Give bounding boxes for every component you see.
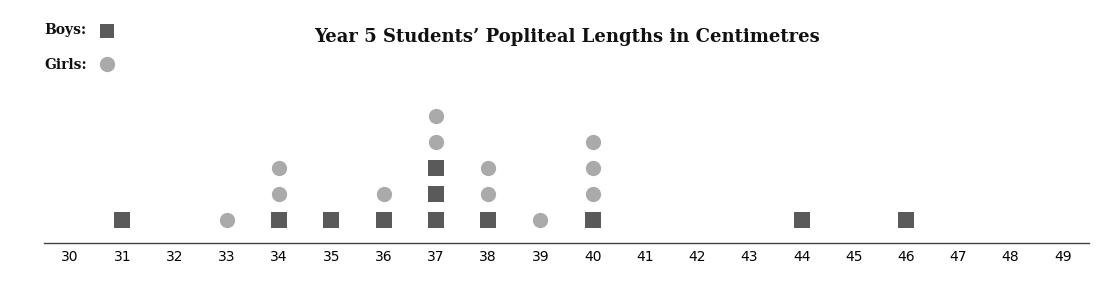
- Text: Boys:: Boys:: [44, 22, 86, 37]
- Text: Girls:: Girls:: [44, 58, 87, 72]
- Title: Year 5 Students’ Popliteal Lengths in Centimetres: Year 5 Students’ Popliteal Lengths in Ce…: [314, 28, 820, 46]
